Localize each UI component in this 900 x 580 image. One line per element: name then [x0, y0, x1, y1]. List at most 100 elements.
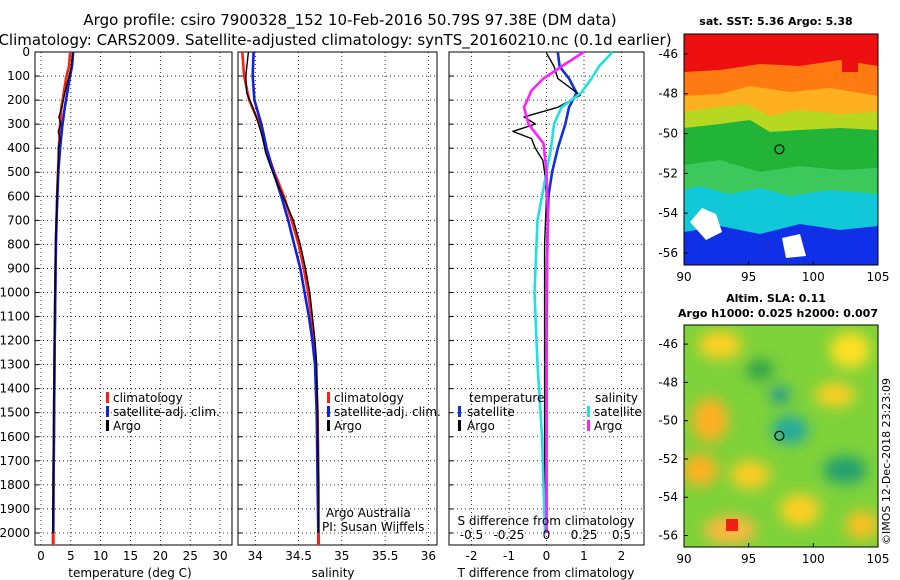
legend-label-satellite-adj: satellite-adj. clim. [334, 405, 441, 419]
x-tick-label: -1 [503, 549, 515, 563]
legend-swatch-s-argo [587, 420, 590, 431]
difference-xlabel: T difference from climatology [457, 566, 635, 580]
lat-tick-label: -46 [658, 337, 678, 351]
lat-tick-label: -50 [658, 414, 678, 428]
legend-label-argo: Argo [113, 419, 141, 433]
series-line-satellite-adj-clim- [251, 51, 320, 546]
depth-tick-label: 800 [7, 237, 30, 251]
sla-map-title-2: Argo h1000: 0.025 h2000: 0.007 [678, 307, 878, 320]
depth-tick-label: 200 [7, 93, 30, 107]
depth-tick-label: 900 [7, 261, 30, 275]
lat-tick-label: -48 [658, 87, 678, 101]
depth-tick-label: 100 [7, 69, 30, 83]
x-tick-label: 1 [580, 549, 588, 563]
argo-location-marker [774, 144, 785, 155]
lon-tick-label: 100 [802, 270, 825, 284]
sla-map-title-1: Altim. SLA: 0.11 [726, 292, 826, 305]
depth-tick-label: 1400 [0, 382, 30, 396]
depth-tick-label: 1300 [0, 358, 30, 372]
series-line-s-satellite [533, 51, 614, 534]
series-line-climatology [241, 51, 320, 545]
x-tick-label: 10 [93, 549, 108, 563]
lat-tick-label: -56 [658, 529, 678, 543]
x-tick-label: 25 [183, 549, 198, 563]
annotation-pi: PI: Susan Wijffels [322, 520, 424, 534]
map-tick-labels: -46 -48 -50 -52 -54 -56 90 95 100 105 -46 -48 -50 -52… [658, 47, 889, 566]
x-top-tick-label: -0.25 [493, 528, 524, 542]
lat-tick-label: -56 [658, 246, 678, 260]
lat-tick-label: -52 [658, 452, 678, 466]
depth-tick-label: 1000 [0, 285, 30, 299]
legend-label-argo: Argo [334, 419, 362, 433]
x-top-tick-label: 0.25 [571, 528, 598, 542]
salinity-xlabel: salinity [311, 566, 354, 580]
legend-label-s-argo: Argo [594, 419, 622, 433]
plot-frame [34, 51, 233, 546]
difference-xlabel-top: S difference from climatology [458, 514, 635, 528]
credit-text: ©IMOS 12-Dec-2018 23:23:09 [880, 378, 893, 545]
bottom-marker [316, 533, 320, 545]
legend-swatch-argo [327, 420, 330, 431]
bottom-marker [51, 533, 55, 545]
legend-swatch-argo [106, 420, 109, 431]
series-layer [51, 50, 614, 546]
sst-map [683, 33, 879, 266]
depth-tick-label: 1600 [0, 430, 30, 444]
legend-label-t-satellite: satellite [467, 405, 515, 419]
depth-tick-label: 500 [7, 165, 30, 179]
x-tick-label: 36 [421, 549, 436, 563]
depth-tick-label: 1100 [0, 310, 30, 324]
legend-swatch-satellite-adj [327, 406, 330, 417]
legend-swatch-t-satellite [458, 406, 461, 417]
series-line-s-argo [522, 50, 585, 533]
x-tick-label: 0 [37, 549, 45, 563]
tick-labels: 0100200300400500600700800900100011001200… [0, 45, 631, 563]
depth-tick-label: 400 [7, 141, 30, 155]
annotation-argo-australia: Argo Australia [326, 506, 411, 520]
salinity-legend: climatology satellite-adj. clim. Argo Ar… [322, 391, 441, 534]
depth-tick-label: 2000 [0, 526, 30, 540]
difference-legend-salinity: salinity satellite Argo [587, 391, 642, 433]
depth-tick-label: 1700 [0, 454, 30, 468]
x-tick-label: 34.5 [285, 549, 312, 563]
x-tick-label: -2 [466, 549, 478, 563]
depth-tick-label: 1200 [0, 334, 30, 348]
x-tick-label: 34 [248, 549, 263, 563]
x-tick-label: 5 [67, 549, 75, 563]
sla-map [683, 324, 879, 548]
legend-label-satellite-adj: satellite-adj. clim. [113, 405, 220, 419]
argo-location-marker [774, 430, 785, 441]
depth-tick-label: 700 [7, 213, 30, 227]
legend-title-temperature: temperature [469, 391, 544, 405]
x-top-tick-label: 0.5 [612, 528, 631, 542]
lat-tick-label: -48 [658, 375, 678, 389]
plot-grids [35, 51, 644, 545]
legend-label-climatology: climatology [334, 391, 404, 405]
lat-tick-label: -50 [658, 127, 678, 141]
legend-title-salinity: salinity [595, 391, 638, 405]
lat-tick-label: -54 [658, 206, 678, 220]
legend-label-t-argo: Argo [467, 419, 495, 433]
x-top-tick-label: 0 [543, 528, 551, 542]
x-tick-label: 30 [212, 549, 227, 563]
sla-map-field [684, 325, 878, 547]
series-line-t-argo [512, 52, 581, 533]
sst-map-field [684, 34, 878, 265]
series-line-argo [52, 53, 74, 534]
lat-tick-label: -54 [658, 490, 678, 504]
lon-tick-label: 90 [676, 552, 691, 566]
legend-swatch-satellite-adj [106, 406, 109, 417]
temperature-legend: climatology satellite-adj. clim. Argo [106, 391, 220, 433]
x-tick-label: 35 [334, 549, 349, 563]
legend-swatch-t-argo [458, 420, 461, 431]
series-line-satellite-adj-clim- [51, 51, 75, 546]
series-line-argo [245, 51, 320, 533]
sst-map-title: sat. SST: 5.36 Argo: 5.38 [699, 15, 852, 28]
lon-tick-label: 100 [802, 552, 825, 566]
x-top-tick-label: -0.5 [460, 528, 483, 542]
lon-tick-label: 105 [867, 552, 890, 566]
difference-legend-temperature: temperature satellite Argo [458, 391, 544, 433]
title-line-2: Climatology: CARS2009. Satellite-adjuste… [0, 31, 672, 50]
temperature-xlabel: temperature (deg C) [68, 566, 191, 580]
